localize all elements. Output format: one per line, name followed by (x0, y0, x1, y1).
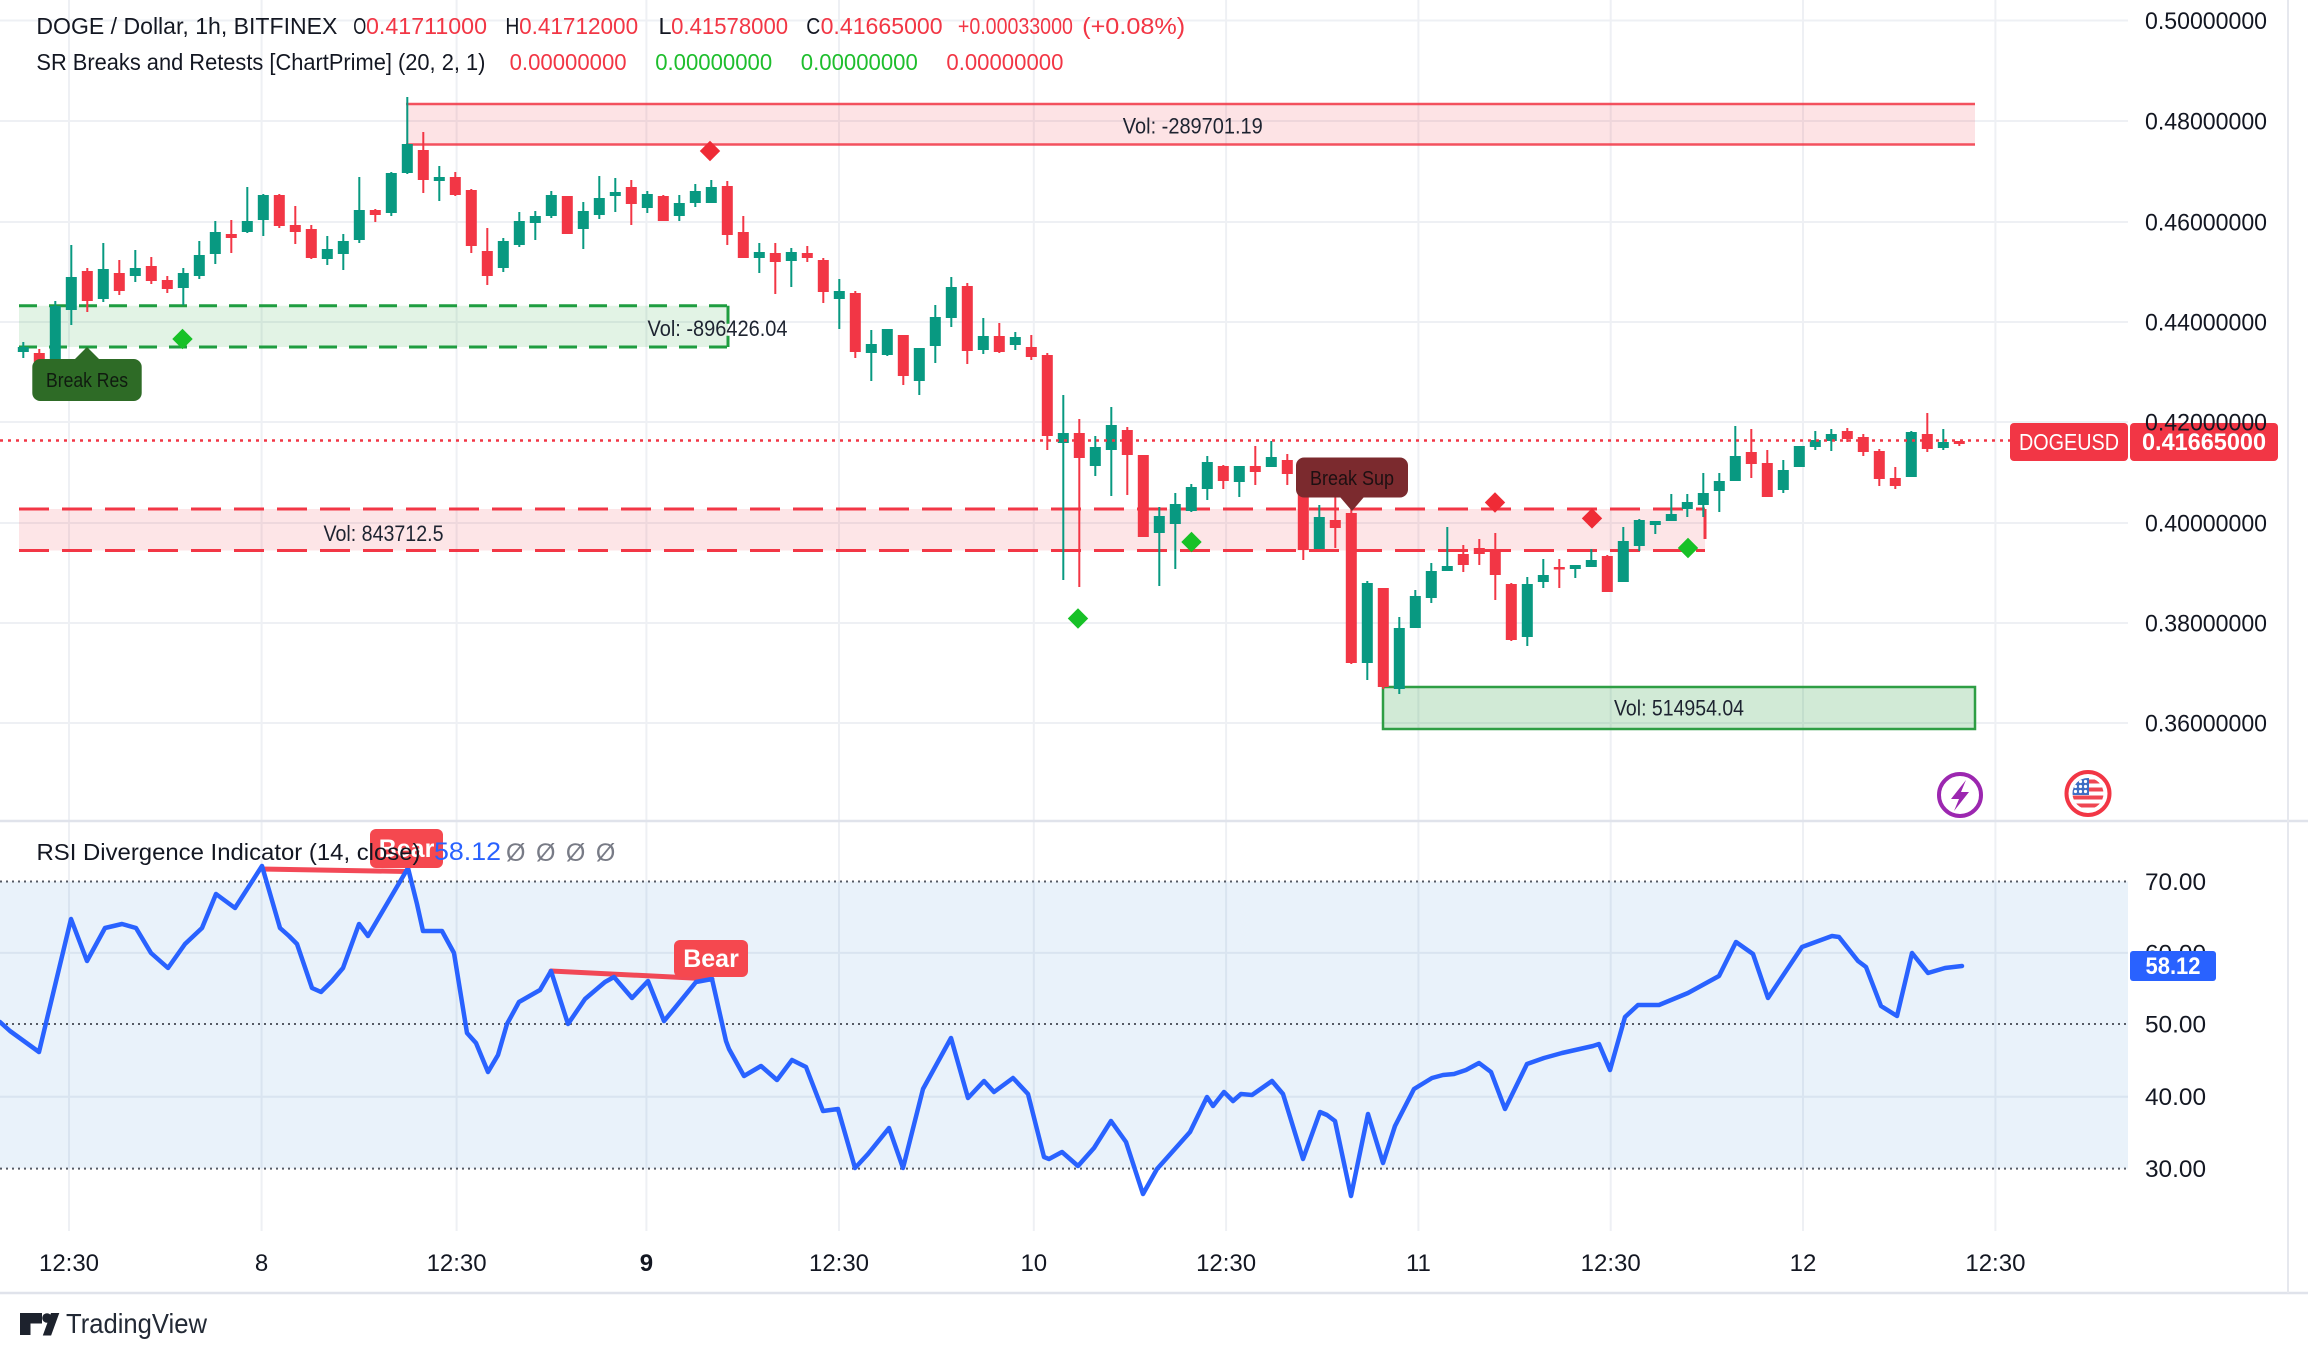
svg-text:0.40000000: 0.40000000 (2145, 511, 2267, 538)
svg-text:O: O (353, 13, 366, 39)
svg-text:12:30: 12:30 (1581, 1250, 1641, 1277)
svg-text:0.41665000: 0.41665000 (821, 13, 943, 39)
svg-text:Vol: 843712.5: Vol: 843712.5 (324, 521, 444, 546)
svg-text:Bear: Bear (379, 835, 435, 863)
svg-text:9: 9 (640, 1250, 653, 1277)
svg-text:30.00: 30.00 (2145, 1156, 2206, 1183)
svg-text:0.41712000: 0.41712000 (519, 13, 638, 39)
svg-text:DOGE / Dollar, 1h, BITFINEX: DOGE / Dollar, 1h, BITFINEX (36, 13, 337, 39)
svg-text:ØØØØ: ØØØØ (506, 839, 626, 867)
svg-text:12:30: 12:30 (1965, 1250, 2025, 1277)
svg-text:SR Breaks and Retests [ChartPr: SR Breaks and Retests [ChartPrime] (20, … (36, 49, 485, 75)
svg-text:40.00: 40.00 (2145, 1084, 2206, 1111)
svg-text:0.48000000: 0.48000000 (2145, 109, 2267, 136)
svg-text:12:30: 12:30 (427, 1250, 487, 1277)
svg-text:DOGEUSD: DOGEUSD (2019, 429, 2119, 455)
svg-text:TradingView: TradingView (66, 1308, 208, 1339)
svg-text:11: 11 (1406, 1250, 1431, 1277)
svg-text:RSI Divergence Indicator (14,: RSI Divergence Indicator (14, close) (37, 839, 421, 865)
svg-text:70.00: 70.00 (2145, 869, 2206, 896)
svg-text:12:30: 12:30 (39, 1250, 99, 1277)
svg-text:Break Sup: Break Sup (1310, 468, 1394, 490)
svg-text:58.12: 58.12 (2146, 953, 2201, 980)
svg-text:58.12: 58.12 (434, 838, 501, 866)
svg-text:(+0.08%): (+0.08%) (1082, 13, 1185, 39)
svg-text:Vol: -289701.19: Vol: -289701.19 (1123, 114, 1263, 139)
svg-text:0.41578000: 0.41578000 (671, 13, 788, 39)
svg-text:0.00000000: 0.00000000 (510, 49, 627, 75)
svg-text:0.50000000: 0.50000000 (2145, 8, 2267, 35)
svg-text:0.42000000: 0.42000000 (2145, 410, 2267, 437)
svg-text:Vol: -896426.04: Vol: -896426.04 (648, 316, 788, 341)
svg-text:8: 8 (255, 1250, 268, 1277)
svg-text:0.36000000: 0.36000000 (2145, 711, 2267, 738)
svg-text:50.00: 50.00 (2145, 1012, 2206, 1039)
svg-text:10: 10 (1020, 1250, 1047, 1277)
svg-text:12:30: 12:30 (1196, 1250, 1256, 1277)
svg-text:0.41711000: 0.41711000 (366, 13, 487, 39)
svg-text:12: 12 (1790, 1250, 1817, 1277)
svg-text:0.00000000: 0.00000000 (946, 49, 1063, 75)
svg-text:12:30: 12:30 (809, 1250, 869, 1277)
svg-text:+0.00033000: +0.00033000 (958, 13, 1073, 39)
svg-text:C: C (806, 13, 820, 39)
svg-text:Bear: Bear (683, 945, 739, 973)
svg-text:L: L (659, 13, 672, 39)
svg-text:0.41665000: 0.41665000 (2142, 429, 2266, 456)
svg-text:0.00000000: 0.00000000 (655, 49, 772, 75)
svg-text:0.00000000: 0.00000000 (801, 49, 918, 75)
svg-text:0.38000000: 0.38000000 (2145, 611, 2267, 638)
svg-text:Vol: 514954.04: Vol: 514954.04 (1614, 696, 1744, 721)
svg-text:0.44000000: 0.44000000 (2145, 310, 2267, 337)
svg-text:H: H (505, 13, 519, 39)
svg-text:Break Res: Break Res (46, 370, 128, 392)
svg-text:0.46000000: 0.46000000 (2145, 210, 2267, 237)
